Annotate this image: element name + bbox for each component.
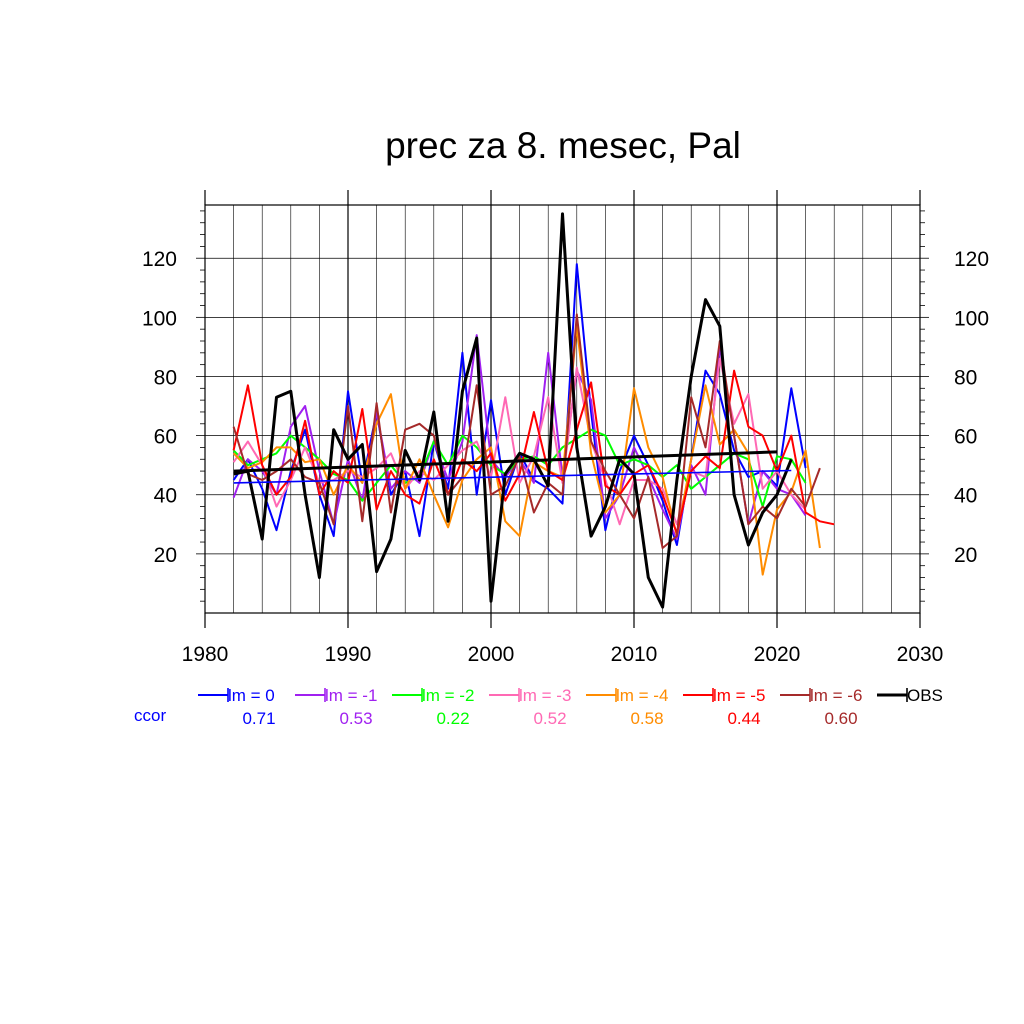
legend-label: lm = -3 bbox=[519, 686, 571, 705]
y-tick-label: 20 bbox=[154, 544, 177, 567]
x-tick-label: 1990 bbox=[325, 643, 372, 666]
legend-corr-value: 0.53 bbox=[339, 709, 372, 728]
x-tick-label: 2030 bbox=[897, 643, 944, 666]
legend-label: lm = -4 bbox=[616, 686, 668, 705]
y-tick-label: 80 bbox=[154, 366, 177, 389]
grid bbox=[205, 205, 920, 613]
legend-label: OBS bbox=[907, 686, 943, 705]
y-tick-label-right: 80 bbox=[954, 366, 977, 389]
y-tick-label: 120 bbox=[142, 248, 177, 271]
legend-label: lm = -6 bbox=[810, 686, 862, 705]
legend-label: lm = -1 bbox=[325, 686, 377, 705]
legend-label: lm = 0 bbox=[228, 686, 275, 705]
x-tick-label: 2010 bbox=[611, 643, 658, 666]
legend-corr-value: 0.71 bbox=[242, 709, 275, 728]
series-lines bbox=[232, 212, 835, 609]
y-tick-label-right: 100 bbox=[954, 307, 989, 330]
legend-label: lm = -5 bbox=[713, 686, 765, 705]
chart-title: prec za 8. mesec, Pal bbox=[385, 125, 741, 166]
trend-lines bbox=[233, 450, 792, 484]
legend: lm = 0 0.71 lm = -1 0.53 lm = -2 0.22 lm = -3 0… bbox=[134, 686, 943, 728]
y-tick-label-right: 60 bbox=[954, 426, 977, 449]
y-tick-label-right: 120 bbox=[954, 248, 989, 271]
legend-corr-value: 0.44 bbox=[727, 709, 760, 728]
y-tick-label-right: 40 bbox=[954, 485, 977, 508]
legend-corr-value: 0.58 bbox=[630, 709, 663, 728]
legend-corr-value: 0.22 bbox=[436, 709, 469, 728]
trend-line-1 bbox=[233, 450, 778, 473]
trend-line-0 bbox=[233, 469, 792, 484]
y-tick-label: 40 bbox=[154, 485, 177, 508]
y-tick-label: 100 bbox=[142, 307, 177, 330]
legend-corr-label: ccor bbox=[134, 706, 166, 725]
series-line-7 bbox=[233, 212, 793, 609]
plot-frame bbox=[204, 204, 921, 614]
x-tick-label: 2020 bbox=[754, 643, 801, 666]
legend-corr-value: 0.52 bbox=[533, 709, 566, 728]
x-tick-label: 2000 bbox=[468, 643, 515, 666]
series-line-4 bbox=[232, 325, 821, 576]
legend-label: lm = -2 bbox=[422, 686, 474, 705]
series-line-5 bbox=[232, 369, 835, 535]
x-tick-label: 1980 bbox=[182, 643, 229, 666]
legend-corr-value: 0.60 bbox=[824, 709, 857, 728]
y-tick-label: 60 bbox=[154, 426, 177, 449]
y-tick-label-right: 20 bbox=[954, 544, 977, 567]
